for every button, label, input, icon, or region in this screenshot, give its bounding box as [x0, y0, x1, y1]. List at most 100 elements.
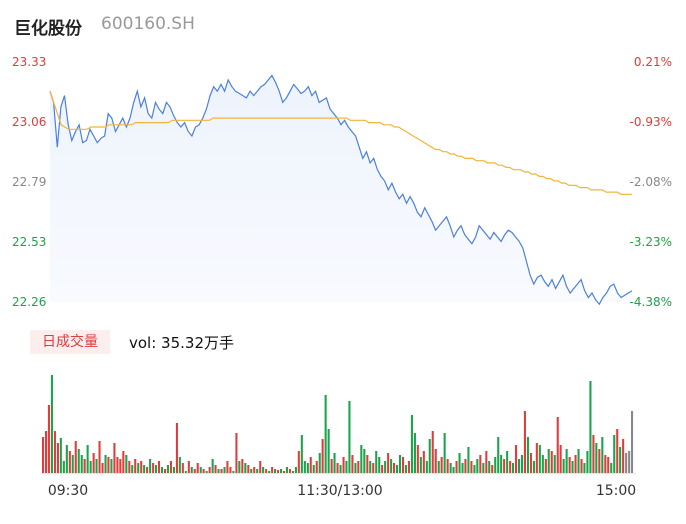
volume-bar	[104, 455, 107, 473]
volume-bar	[271, 467, 274, 473]
volume-bar	[452, 467, 455, 473]
volume-bar	[262, 467, 265, 473]
volume-bar	[107, 457, 110, 473]
y-left-tick-label: 23.06	[12, 115, 46, 129]
volume-bar	[250, 469, 253, 473]
volume-bar	[190, 467, 193, 473]
volume-bar	[131, 465, 134, 473]
volume-bar	[312, 465, 315, 473]
volume-readout: vol: 35.32万手	[129, 334, 234, 352]
volume-bar	[116, 457, 119, 473]
volume-bar	[556, 417, 559, 473]
volume-bar	[512, 463, 515, 473]
volume-bar	[68, 451, 71, 473]
volume-bar	[101, 463, 104, 473]
volume-bar	[443, 433, 446, 473]
volume-bar	[491, 465, 494, 473]
volume-bar	[235, 433, 238, 473]
volume-bar	[74, 441, 77, 473]
price-area-fill	[50, 75, 632, 305]
volume-bar	[86, 445, 89, 473]
volume-bar	[622, 439, 625, 473]
volume-bar	[345, 461, 348, 473]
volume-bar	[404, 465, 407, 473]
volume-bar	[291, 471, 294, 473]
volume-bar	[473, 465, 476, 473]
volume-bar	[306, 463, 309, 473]
volume-bar	[98, 441, 101, 473]
y-left-tick-label: 22.79	[12, 175, 46, 189]
volume-bar	[532, 461, 535, 473]
volume-bar	[158, 461, 161, 473]
volume-bar	[166, 465, 169, 473]
volume-bar	[354, 463, 357, 473]
volume-bar	[110, 459, 113, 473]
volume-bar	[259, 461, 262, 473]
volume-bar	[604, 455, 607, 473]
volume-bar	[372, 463, 375, 473]
volume-bar	[62, 461, 65, 473]
volume-bar	[80, 455, 83, 473]
volume-bar	[65, 445, 68, 473]
volume-bar	[613, 435, 616, 473]
volume-bar	[229, 467, 232, 473]
volume-bar	[482, 463, 485, 473]
volume-bar	[553, 455, 556, 473]
volume-bar	[294, 467, 297, 473]
volume-bar	[577, 449, 580, 473]
volume-bar	[464, 459, 467, 473]
volume-bar	[92, 453, 95, 473]
volume-bar	[509, 461, 512, 473]
volume-bar	[550, 451, 553, 473]
volume-bar	[544, 459, 547, 473]
volume-bar	[413, 433, 416, 473]
volume-bar	[187, 461, 190, 473]
volume-bar	[580, 459, 583, 473]
volume-bar	[53, 431, 56, 473]
volume-bar	[280, 469, 283, 473]
volume-bar	[422, 451, 425, 473]
volume-bar	[256, 469, 259, 473]
volume-bar	[146, 467, 149, 473]
volume-bar	[399, 455, 402, 473]
volume-bar	[619, 447, 622, 473]
volume-bar	[583, 463, 586, 473]
volume-bar	[303, 461, 306, 473]
volume-bar	[143, 465, 146, 473]
volume-bar	[149, 459, 152, 473]
y-right-tick-label: -3.23%	[630, 235, 672, 249]
volume-bar	[381, 465, 384, 473]
volume-bar	[42, 437, 45, 473]
volume-bar	[402, 457, 405, 473]
volume-bar	[428, 439, 431, 473]
volume-bar	[199, 467, 202, 473]
volume-bar	[128, 461, 131, 473]
y-right-tick-label: -2.08%	[630, 175, 672, 189]
volume-bar	[247, 465, 250, 473]
y-left-tick-label: 22.53	[12, 235, 46, 249]
volume-bar	[178, 457, 181, 473]
volume-bar	[277, 470, 280, 473]
volume-bar	[77, 449, 80, 473]
volume-bar	[184, 471, 187, 473]
volume-bar	[616, 429, 619, 473]
volume-bar	[161, 467, 164, 473]
stock-name: 巨化股份	[14, 19, 82, 39]
volume-bar	[336, 463, 339, 473]
volume-bar	[538, 445, 541, 473]
volume-bar	[83, 459, 86, 473]
y-left-tick-label: 23.33	[12, 55, 46, 69]
volume-bar	[396, 465, 399, 473]
volume-bar	[375, 451, 378, 473]
volume-bar	[529, 453, 532, 473]
volume-bar	[410, 415, 413, 473]
volume-bar	[202, 469, 205, 473]
volume-bar	[559, 445, 562, 473]
volume-bar	[134, 459, 137, 473]
volume-bar	[45, 431, 48, 473]
volume-bar	[95, 459, 98, 473]
volume-bar	[461, 463, 464, 473]
daily-volume-badge[interactable]: 日成交量	[30, 330, 110, 354]
volume-bar	[521, 455, 524, 473]
volume-bar	[205, 471, 208, 473]
